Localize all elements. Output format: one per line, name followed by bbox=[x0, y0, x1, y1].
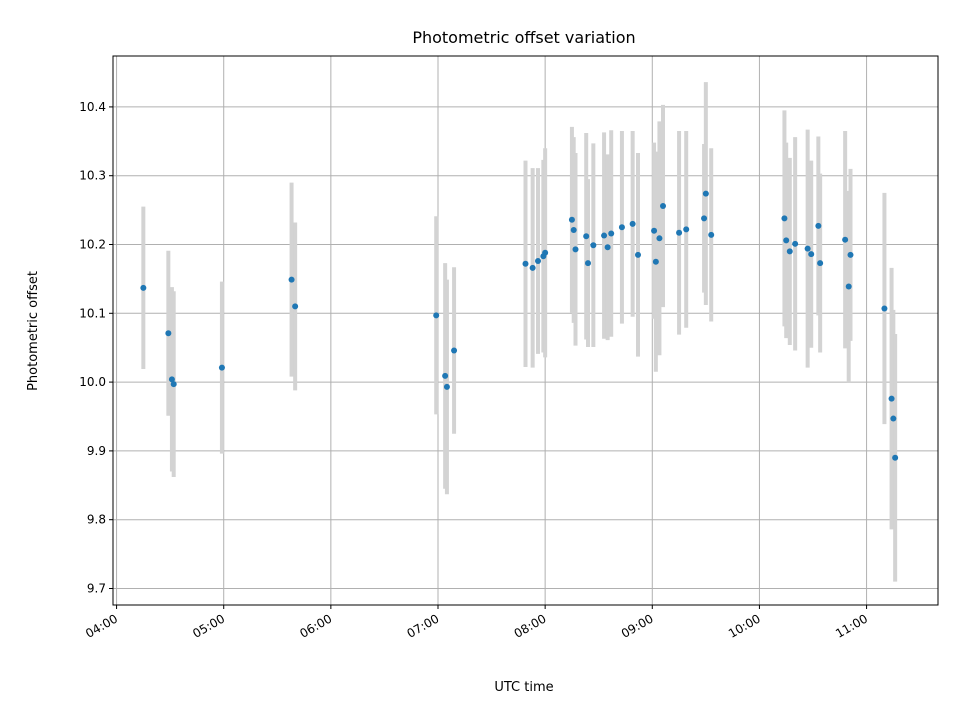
data-point bbox=[170, 381, 177, 388]
data-point bbox=[651, 227, 658, 234]
y-axis-label: Photometric offset bbox=[26, 271, 41, 391]
data-point bbox=[808, 251, 815, 258]
data-point bbox=[585, 260, 591, 267]
data-point bbox=[292, 303, 299, 310]
x-tick-label: 09:00 bbox=[619, 611, 656, 640]
data-point bbox=[443, 383, 450, 390]
y-tick-label: 9.8 bbox=[87, 513, 106, 527]
error-bars bbox=[141, 82, 898, 582]
data-point bbox=[604, 244, 611, 251]
data-point bbox=[892, 454, 899, 461]
data-point bbox=[660, 202, 666, 209]
x-axis-label: UTC time bbox=[494, 680, 553, 695]
data-point bbox=[542, 249, 549, 256]
data-point bbox=[888, 395, 895, 402]
data-point bbox=[783, 237, 790, 244]
data-point bbox=[683, 226, 690, 233]
data-point bbox=[804, 245, 811, 252]
x-tick-label: 05:00 bbox=[190, 611, 227, 640]
data-point bbox=[529, 264, 536, 271]
data-point bbox=[168, 376, 175, 383]
data-point bbox=[590, 242, 597, 249]
x-tick-label: 11:00 bbox=[833, 611, 870, 640]
data-point bbox=[433, 312, 440, 319]
data-point bbox=[288, 276, 295, 283]
data-point bbox=[140, 284, 147, 291]
data-point bbox=[583, 233, 590, 240]
data-point bbox=[618, 224, 625, 231]
y-tick-label: 10.4 bbox=[79, 100, 106, 114]
data-point bbox=[792, 240, 799, 247]
y-tick-label: 10.0 bbox=[79, 375, 106, 389]
axis-ticks: 9.7 9.8 9.9 10.0 10.1 10.2 10.3 10.4 04:00 05:00 0… bbox=[79, 100, 870, 641]
x-tick-label: 06:00 bbox=[297, 611, 334, 640]
data-point bbox=[817, 260, 824, 267]
chart-title: Photometric offset variation bbox=[412, 28, 635, 47]
y-tick-label: 9.7 bbox=[87, 581, 106, 595]
data-point bbox=[847, 251, 854, 258]
data-point bbox=[890, 415, 897, 422]
data-point bbox=[218, 364, 225, 371]
data-point bbox=[608, 230, 615, 237]
data-point bbox=[568, 216, 575, 223]
data-point bbox=[881, 305, 888, 312]
x-tick-label: 10:00 bbox=[726, 611, 763, 640]
y-tick-label: 10.2 bbox=[79, 238, 106, 252]
data-point bbox=[635, 251, 641, 258]
y-tick-label: 9.9 bbox=[87, 444, 106, 458]
data-point bbox=[845, 283, 852, 290]
x-tick-label: 07:00 bbox=[405, 611, 442, 640]
data-point bbox=[701, 215, 708, 222]
data-point bbox=[815, 222, 822, 229]
data-point bbox=[842, 236, 849, 243]
data-point bbox=[601, 232, 608, 239]
y-tick-label: 10.1 bbox=[79, 306, 106, 320]
data-point bbox=[451, 347, 458, 354]
y-tick-label: 10.3 bbox=[79, 169, 106, 183]
data-point bbox=[442, 372, 449, 379]
data-points bbox=[140, 190, 899, 461]
data-point bbox=[570, 227, 577, 234]
data-point bbox=[781, 215, 788, 222]
data-point bbox=[676, 229, 683, 236]
data-point bbox=[652, 258, 659, 265]
data-point bbox=[535, 258, 541, 265]
data-point bbox=[708, 231, 715, 238]
data-point bbox=[656, 235, 663, 242]
data-point bbox=[522, 260, 529, 267]
x-tick-label: 04:00 bbox=[83, 611, 120, 640]
data-point bbox=[786, 248, 793, 255]
data-point bbox=[629, 220, 636, 227]
x-tick-label: 08:00 bbox=[512, 611, 549, 640]
data-point bbox=[165, 330, 172, 337]
plot-frame bbox=[112, 55, 939, 606]
data-point bbox=[572, 246, 579, 253]
data-point bbox=[702, 190, 709, 197]
